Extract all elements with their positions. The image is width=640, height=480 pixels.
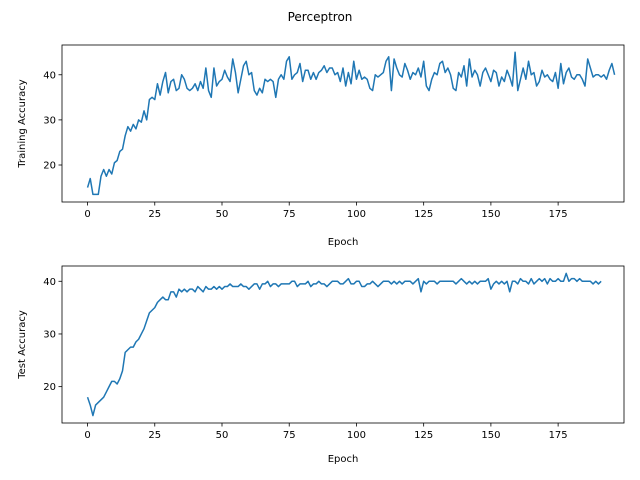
training-accuracy-subplot: 0 25 50 75 100 125 150 175 20 30 40 Epoch Training… [17,44,625,248]
test-x-tick-label: 0 [84,430,90,441]
training-x-tick-label: 100 [347,209,366,220]
test-x-tick-label: 150 [481,430,500,441]
test-plot-frame [61,265,625,424]
training-y-tick-label: 20 [43,161,56,172]
training-y-tick-label: 30 [43,115,56,126]
training-y-axis-label: Training Accuracy [17,79,28,168]
training-x-tick-label: 25 [148,209,161,220]
training-x-tick-label: 150 [481,209,500,220]
test-x-tick-label: 175 [549,430,568,441]
training-x-axis-label: Epoch [328,237,359,248]
test-x-axis-label: Epoch [328,454,359,465]
test-accuracy-subplot: 0 25 50 75 100 125 150 175 20 30 40 Epoch Test Acc… [17,265,625,465]
test-y-tick-label: 30 [43,329,56,340]
training-x-tick-label: 0 [84,209,90,220]
test-x-tick-label: 75 [283,430,296,441]
training-y-tick-label: 40 [43,70,56,81]
training-ticks: 0 25 50 75 100 125 150 175 20 30 40 [43,70,567,220]
test-ticks: 0 25 50 75 100 125 150 175 20 30 40 [43,277,567,441]
test-x-tick-label: 25 [148,430,161,441]
training-x-tick-label: 125 [414,209,433,220]
training-x-tick-label: 50 [216,209,229,220]
training-accuracy-line [86,51,616,196]
training-x-tick-label: 175 [549,209,568,220]
test-x-tick-label: 50 [216,430,229,441]
test-y-tick-label: 40 [43,277,56,288]
figure-title: Perceptron [288,10,353,24]
test-x-tick-label: 125 [414,430,433,441]
test-y-tick-label: 20 [43,382,56,393]
test-y-axis-label: Test Accuracy [17,310,28,380]
test-x-tick-label: 100 [347,430,366,441]
training-x-tick-label: 75 [283,209,296,220]
test-accuracy-line [86,272,602,417]
